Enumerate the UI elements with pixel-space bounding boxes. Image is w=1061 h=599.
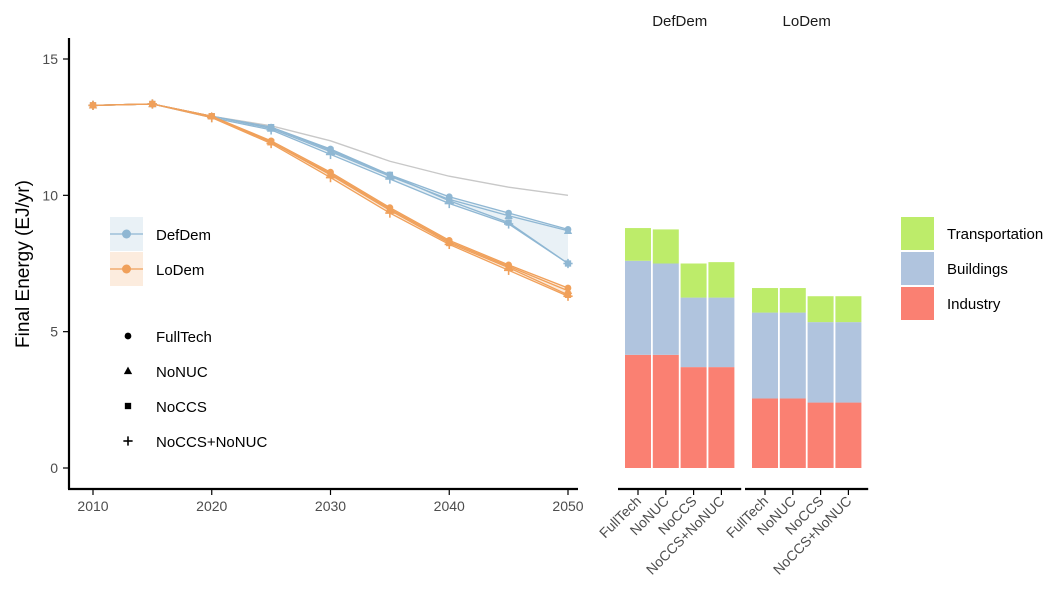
stacked-bar-panel: DefDemFullTechNoNUCNoCCSNoCCS+NoNUCLoDem… — [596, 13, 869, 578]
data-point-defdem-noccs-nonuc — [563, 258, 573, 269]
x-tick-label: 2030 — [315, 498, 346, 514]
bar-segment-transportation — [752, 288, 778, 313]
legend-label-fulltech: FullTech — [156, 329, 212, 346]
y-tick-label: 10 — [42, 187, 58, 203]
legend-swatch-industry — [901, 287, 934, 320]
x-tick-label: 2040 — [434, 498, 465, 514]
y-axis-title: Final Energy (EJ/yr) — [13, 180, 34, 348]
bar-segment-transportation — [835, 296, 862, 323]
bar-segment-industry — [625, 354, 651, 468]
data-point-lodem-noccs-nonuc — [325, 172, 336, 183]
bar-segment-industry — [835, 402, 862, 468]
x-tick-label: 2010 — [77, 498, 108, 514]
legend-shape-nonuc — [123, 366, 133, 375]
data-point-defdem-nonuc — [504, 211, 513, 219]
facet-title-defdem: DefDem — [652, 13, 707, 30]
data-point-lodem-noccs-nonuc — [385, 208, 395, 218]
data-point-defdem-noccs-nonuc — [444, 198, 454, 209]
x-tick-label: 2020 — [196, 498, 227, 514]
data-point-defdem-noccs-nonuc — [504, 219, 514, 229]
line-chart-legend: DefDem LoDem FullTech NoNUC NoCCS NoCCS+NoNUC — [110, 217, 267, 451]
legend-label-noccs: NoCCS — [156, 399, 207, 416]
legend-shape-fulltech — [124, 332, 132, 340]
legend-key-dot-lodem — [122, 264, 131, 274]
x-tick-label: 2050 — [552, 498, 583, 514]
bar-segment-buildings — [807, 322, 834, 403]
legend-label-transportation: Transportation — [947, 226, 1043, 243]
legend-label-lodem: LoDem — [156, 262, 204, 279]
bar-segment-industry — [779, 398, 806, 468]
bar-segment-buildings — [625, 260, 651, 355]
bar-segment-buildings — [652, 263, 679, 355]
bar-segment-industry — [652, 354, 679, 468]
data-point-lodem-noccs-nonuc — [266, 138, 276, 149]
data-point-defdem-nonuc — [563, 226, 573, 234]
legend-label-nonuc: NoNUC — [156, 364, 208, 381]
legend-label-defdem: DefDem — [156, 227, 211, 244]
bar-segment-transportation — [708, 262, 735, 298]
y-tick-label: 5 — [50, 324, 58, 340]
legend-swatch-transportation — [901, 217, 934, 250]
bar-segment-buildings — [708, 297, 735, 368]
bar-segment-industry — [708, 367, 735, 468]
data-point-defdem-noccs-nonuc — [385, 174, 395, 184]
line-chart-panel: 0 5 10 15 2010 2020 2030 2040 2050 Final Energy (… — [13, 38, 584, 514]
data-point-defdem-noccs-nonuc — [266, 125, 276, 135]
data-point-lodem-noccs-nonuc — [88, 100, 98, 110]
bar-segment-buildings — [779, 312, 806, 399]
y-tick-label: 0 — [50, 460, 58, 476]
bar-segment-buildings — [752, 312, 778, 399]
bar-segment-transportation — [779, 288, 806, 313]
legend-label-industry: Industry — [947, 296, 1001, 313]
bar-segment-industry — [807, 402, 834, 468]
legend-label-buildings: Buildings — [947, 261, 1008, 278]
bar-segment-transportation — [680, 263, 707, 298]
y-tick-label: 15 — [42, 51, 58, 67]
data-point-lodem-noccs-nonuc — [147, 99, 157, 109]
bar-segment-transportation — [625, 228, 651, 261]
legend-shape-noccs-nonuc — [123, 436, 133, 446]
bar-segment-buildings — [835, 322, 862, 403]
stacked-bar-legend: Transportation Buildings Industry — [901, 217, 1043, 320]
facet-title-lodem: LoDem — [783, 13, 831, 30]
data-point-defdem-noccs-nonuc — [325, 149, 336, 160]
bar-segment-buildings — [680, 297, 707, 368]
data-point-lodem-noccs-nonuc — [504, 265, 514, 275]
bar-segment-industry — [680, 367, 707, 468]
legend-shape-noccs — [124, 402, 132, 410]
bar-segment-transportation — [807, 296, 834, 323]
legend-swatch-buildings — [901, 252, 934, 285]
bar-segment-transportation — [652, 229, 679, 264]
bar-segment-industry — [752, 398, 778, 468]
legend-label-noccs-nonuc: NoCCS+NoNUC — [156, 434, 267, 451]
series-line-lodem-fulltech — [92, 103, 569, 289]
legend-key-dot-defdem — [122, 229, 131, 239]
data-point-lodem-noccs-nonuc — [444, 239, 454, 250]
data-point-lodem-noccs-nonuc — [563, 291, 573, 301]
data-point-lodem-noccs-nonuc — [207, 113, 217, 123]
